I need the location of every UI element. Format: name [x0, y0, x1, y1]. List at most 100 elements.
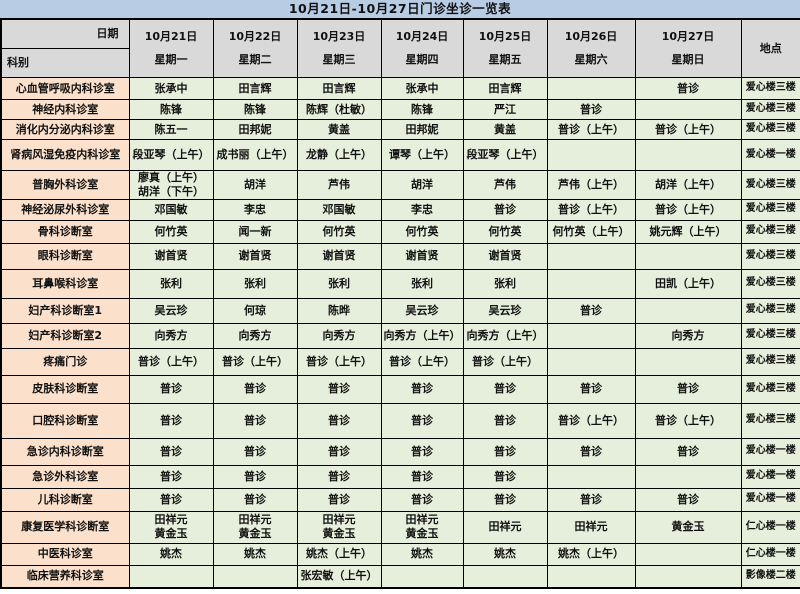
schedule-cell: 普诊: [212, 487, 298, 512]
location-cell: 爱心楼三楼: [740, 347, 800, 376]
schedule-cell: 向秀方（上午）: [380, 322, 464, 349]
location-cell: 爱心楼三楼: [740, 198, 800, 221]
schedule-cell: [634, 564, 742, 589]
schedule-cell: 姚杰: [462, 542, 548, 566]
schedule-cell: 姚杰: [380, 542, 464, 566]
day-header-wrap: 10月22日 星期二: [215, 20, 296, 77]
schedule-cell: 谭琴（上午）: [380, 139, 464, 171]
schedule-cell: 普诊: [634, 77, 742, 100]
schedule-cell: 何竹英: [462, 219, 548, 244]
schedule-cell: 向秀方（上午）: [462, 322, 548, 349]
table-row: 骨科诊断室 何竹英 闻一新 何竹英 何竹英 何竹英 何竹英（上午） 姚元辉（上午） 爱心楼三楼: [0, 219, 800, 244]
location-cell: 爱心楼三楼: [740, 297, 800, 324]
schedule-cell: 普诊: [296, 402, 382, 439]
schedule-cell: 成书丽（上午）: [212, 139, 298, 171]
schedule-cell: [546, 347, 636, 376]
schedule-cell: 闻一新: [212, 219, 298, 244]
schedule-cell: 普诊: [380, 402, 464, 439]
schedule-cell: 向秀方: [212, 322, 298, 349]
schedule-cell: [634, 99, 742, 120]
schedule-cell: [634, 242, 742, 270]
weekday-label: 星期五: [488, 53, 522, 67]
schedule-cell: 张承中: [128, 77, 214, 100]
location-cell: 仁心楼一楼: [740, 542, 800, 566]
schedule-cell: 普诊（上午）: [546, 198, 636, 221]
schedule-cell: 普诊: [128, 437, 214, 466]
table-row: 妇产科诊断室1 吴云珍 何琼 陈晔 吴云珍 吴云珍 普诊 爱心楼三楼: [0, 297, 800, 324]
schedule-cell: 普诊: [546, 437, 636, 466]
schedule-cell: 张利: [212, 268, 298, 299]
day-header-wrap: 10月27日 星期日: [637, 20, 740, 77]
table-row: 儿科诊断室 普诊 普诊 普诊 普诊 普诊 普诊 普诊 爱心楼一楼: [0, 487, 800, 512]
schedule-cell: [634, 464, 742, 489]
dept-cell: 儿科诊断室: [0, 487, 130, 512]
location-cell: 仁心楼一楼: [740, 510, 800, 544]
schedule-cell: 姚杰（上午）: [546, 542, 636, 566]
schedule-cell: 陈锋: [212, 99, 298, 120]
location-cell: 爱心楼三楼: [740, 374, 800, 404]
schedule-cell: 向秀方: [634, 322, 742, 349]
schedule-cell: 普诊: [546, 297, 636, 324]
location-cell: 爱心楼三楼: [740, 170, 800, 200]
location-cell: 影像楼二楼: [740, 564, 800, 589]
day-header-wrap: 10月24日 星期四: [383, 20, 462, 77]
location-cell: 爱心楼一楼: [740, 437, 800, 466]
table-row: 普胸外科诊室 廖真（上午） 胡洋（下午） 胡洋 芦伟 胡洋 芦伟 芦伟（上午） 胡洋（上午）爱…: [0, 170, 800, 200]
schedule-cell: 何竹英（上午）: [546, 219, 636, 244]
schedule-cell: [546, 139, 636, 171]
weekday-label: 星期六: [574, 53, 608, 67]
day-header-cell: 10月25日 星期五: [462, 18, 548, 78]
schedule-cell: 吴云珍: [128, 297, 214, 324]
day-header-cell: 10月27日 星期日: [634, 18, 742, 78]
schedule-cell: 何竹英: [128, 219, 214, 244]
schedule-cell: 严江: [462, 99, 548, 120]
schedule-cell: 谢首贤: [462, 242, 548, 270]
schedule-cell: 普诊: [296, 437, 382, 466]
schedule-cell: 陈辉（杜敏）: [296, 99, 382, 120]
weekday-label: 星期二: [238, 53, 272, 67]
schedule-cell: 普诊: [380, 487, 464, 512]
dept-cell: 心血管呼吸内科诊室: [0, 77, 130, 100]
schedule-cell: [128, 564, 214, 589]
dept-cell: 普胸外科诊室: [0, 170, 130, 200]
schedule-cell: 段亚琴（上午）: [128, 139, 214, 171]
day-header-cell: 10月26日 星期六: [546, 18, 636, 78]
schedule-cell: 向秀方: [296, 322, 382, 349]
schedule-cell: [212, 564, 298, 589]
schedule-cell: [546, 464, 636, 489]
schedule-cell: 普诊: [380, 464, 464, 489]
schedule-cell: 普诊: [380, 437, 464, 466]
page-title: 10月21日-10月27日门诊坐诊一览表: [0, 0, 800, 18]
schedule-cell: [634, 297, 742, 324]
schedule-cell: 普诊: [212, 374, 298, 404]
dept-cell: 口腔科诊断室: [0, 402, 130, 439]
schedule-cell: 普诊: [634, 374, 742, 404]
schedule-cell: 张宏敏（上午）: [296, 564, 382, 589]
day-header-wrap: 10月23日 星期三: [299, 20, 380, 77]
date-label: 10月26日: [564, 29, 618, 43]
schedule-cell: 吴云珍: [380, 297, 464, 324]
header-row: 日期 科别 10月21日 星期一 10月22日 星期二 10月23日 星期三 10月24日 星期四…: [0, 18, 800, 78]
day-header-cell: 10月24日 星期四: [380, 18, 464, 78]
schedule-cell: 田邦妮: [380, 119, 464, 140]
schedule-cell: 姚元辉（上午）: [634, 219, 742, 244]
schedule-cell: 何竹英: [296, 219, 382, 244]
table-row: 神经泌尿外科诊室 邓国敏 李忠 邓国敏 李忠 普诊 普诊（上午） 普诊（上午） 爱心楼三楼: [0, 198, 800, 221]
schedule-cell: 普诊: [380, 374, 464, 404]
schedule-cell: 田祥元: [546, 510, 636, 544]
schedule-cell: 田祥元 黄金玉: [212, 510, 298, 544]
day-header-cell: 10月22日 星期二: [212, 18, 298, 78]
dept-cell: 妇产科诊断室1: [0, 297, 130, 324]
schedule-cell: [634, 542, 742, 566]
schedule-cell: 普诊: [462, 198, 548, 221]
schedule-cell: 普诊（上午）: [462, 347, 548, 376]
schedule-cell: 普诊: [296, 487, 382, 512]
schedule-cell: 陈锋: [380, 99, 464, 120]
table-row: 眼科诊断室 谢首贤 谢首贤 谢首贤 谢首贤 谢首贤 爱心楼三楼: [0, 242, 800, 270]
schedule-cell: 田祥元 黄金玉: [296, 510, 382, 544]
schedule-cell: 普诊（上午）: [128, 347, 214, 376]
schedule-cell: 普诊（上午）: [634, 402, 742, 439]
schedule-cell: 段亚琴（上午）: [462, 139, 548, 171]
day-header-wrap: 10月21日 星期一: [131, 20, 212, 77]
